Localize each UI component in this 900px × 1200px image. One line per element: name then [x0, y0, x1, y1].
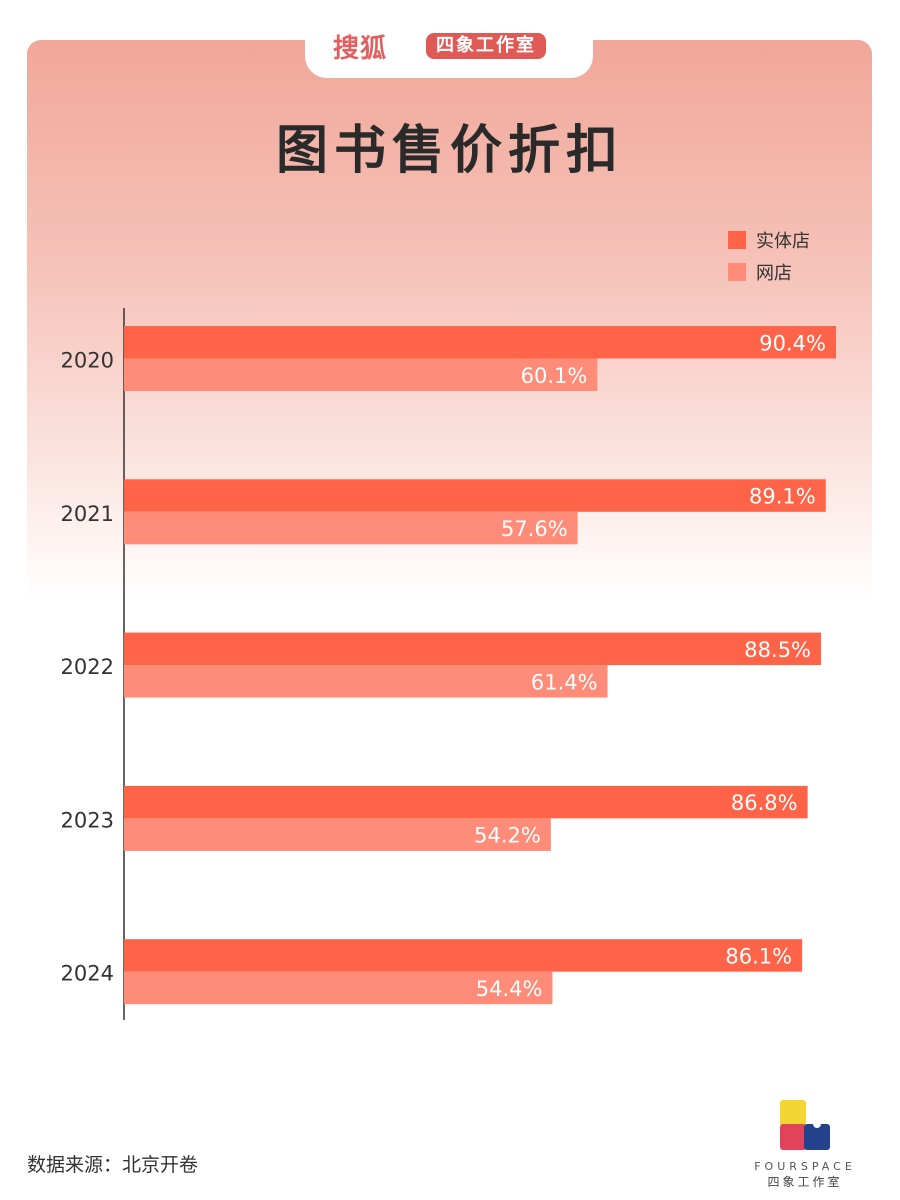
logo-text-cn: 四象工作室	[767, 1175, 843, 1189]
bar-online	[124, 665, 608, 698]
y-tick-label: 2022	[61, 655, 114, 679]
bar-store	[124, 326, 836, 359]
data-label: 60.1%	[521, 364, 588, 388]
bar-store	[124, 479, 826, 512]
data-label: 86.1%	[725, 944, 792, 968]
legend-item-online: 网店	[728, 256, 810, 288]
y-tick-label: 2023	[61, 808, 114, 832]
data-label: 86.8%	[731, 791, 798, 815]
bar-store	[124, 632, 822, 666]
data-label: 57.6%	[501, 517, 568, 541]
bar-online	[124, 971, 553, 1005]
y-tick-label: 2020	[61, 349, 114, 373]
legend-swatch-store	[728, 231, 746, 249]
legend: 实体店 网店	[728, 224, 810, 288]
legend-swatch-online	[728, 263, 746, 281]
legend-item-store: 实体店	[728, 224, 810, 256]
y-tick-label: 2024	[61, 962, 114, 986]
chart-title: 图书售价折扣	[275, 121, 624, 181]
sohu-logo: 搜狐	[333, 34, 388, 64]
bar-store	[124, 939, 803, 972]
bar-store	[124, 785, 808, 819]
data-label: 61.4%	[531, 670, 598, 694]
y-tick-label: 2021	[61, 502, 114, 526]
data-label: 88.5%	[744, 638, 811, 662]
data-source: 数据来源：北京开卷	[27, 1154, 199, 1176]
data-label: 54.2%	[474, 824, 541, 848]
bar-online	[124, 511, 578, 545]
legend-label-store: 实体店	[756, 231, 810, 252]
data-label: 54.4%	[476, 977, 543, 1001]
data-label: 90.4%	[759, 331, 826, 355]
logo-text-en: FOURSPACE	[754, 1160, 856, 1173]
legend-label-online: 网店	[756, 263, 792, 284]
data-label: 89.1%	[749, 485, 816, 509]
fourspace-logo: FOURSPACE 四象工作室	[745, 1098, 865, 1190]
bar-online	[124, 358, 598, 391]
bar-online	[124, 818, 551, 851]
studio-badge: 四象工作室	[426, 33, 546, 59]
puzzle-icon	[780, 1100, 830, 1150]
